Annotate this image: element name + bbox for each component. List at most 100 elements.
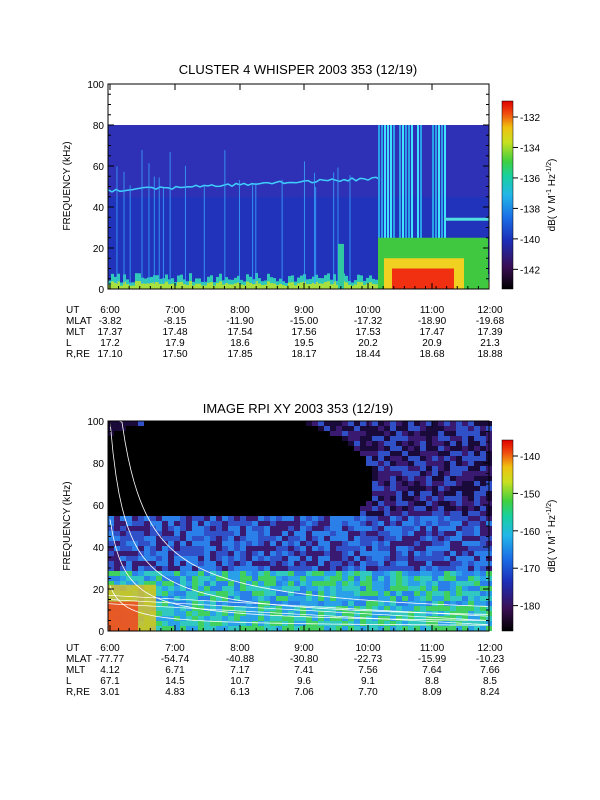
pixel xyxy=(126,471,132,476)
pixel xyxy=(174,446,180,451)
pixel xyxy=(402,516,408,521)
pixel xyxy=(216,461,222,466)
pixel xyxy=(384,456,390,461)
pixel xyxy=(372,511,378,516)
pixel xyxy=(246,576,252,581)
pixel xyxy=(132,436,138,441)
pixel xyxy=(414,541,420,546)
pixel xyxy=(108,486,114,491)
pixel xyxy=(246,591,252,596)
pixel xyxy=(396,441,402,446)
pixel xyxy=(150,521,156,526)
ephemeris-value: 10:00 xyxy=(355,643,380,654)
ephemeris-value: 8.8 xyxy=(425,676,439,687)
pixel xyxy=(138,431,144,436)
pixel xyxy=(342,556,348,561)
pixel xyxy=(474,606,480,611)
pixel xyxy=(462,536,468,541)
pixel xyxy=(330,621,336,626)
pixel xyxy=(348,621,354,626)
pixel xyxy=(420,586,426,591)
pixel xyxy=(222,506,228,511)
pixel xyxy=(240,526,246,531)
pixel xyxy=(306,521,312,526)
pixel xyxy=(270,576,276,581)
pixel xyxy=(462,486,468,491)
pixel xyxy=(402,546,408,551)
pixel xyxy=(174,566,180,571)
pixel xyxy=(210,546,216,551)
pixel xyxy=(228,626,234,631)
pixel xyxy=(174,486,180,491)
pixel xyxy=(390,461,396,466)
broadband-column xyxy=(405,125,407,289)
pixel xyxy=(474,546,480,551)
pixel xyxy=(108,531,114,536)
pixel xyxy=(258,451,264,456)
pixel xyxy=(288,476,294,481)
pixel xyxy=(444,471,450,476)
pixel xyxy=(294,491,300,496)
pixel xyxy=(198,426,204,431)
pixel xyxy=(348,446,354,451)
pixel xyxy=(228,491,234,496)
ephemeris-value: 7.56 xyxy=(358,665,378,676)
pixel xyxy=(360,571,366,576)
pixel xyxy=(252,556,258,561)
pixel xyxy=(240,621,246,626)
pixel xyxy=(132,491,138,496)
pixel xyxy=(252,511,258,516)
pixel xyxy=(474,591,480,596)
pixel xyxy=(222,596,228,601)
pixel xyxy=(462,451,468,456)
pixel xyxy=(216,566,222,571)
pixel xyxy=(264,616,270,621)
pixel xyxy=(114,576,120,581)
pixel xyxy=(108,476,114,481)
pixel xyxy=(378,571,384,576)
pixel xyxy=(270,491,276,496)
pixel xyxy=(336,436,342,441)
pixel xyxy=(222,591,228,596)
colorbar-tick-label: -140 xyxy=(520,235,540,246)
pixel xyxy=(378,421,384,426)
pixel xyxy=(414,476,420,481)
pixel xyxy=(144,426,150,431)
pixel xyxy=(192,511,198,516)
pixel xyxy=(348,556,354,561)
pixel xyxy=(174,506,180,511)
pixel xyxy=(174,496,180,501)
pixel xyxy=(384,476,390,481)
pixel xyxy=(228,466,234,471)
pixel xyxy=(114,536,120,541)
pixel xyxy=(336,596,342,601)
pixel xyxy=(174,426,180,431)
pixel xyxy=(282,606,288,611)
pixel xyxy=(288,481,294,486)
pixel xyxy=(264,506,270,511)
pixel xyxy=(288,551,294,556)
pixel xyxy=(474,576,480,581)
pixel xyxy=(432,466,438,471)
pixel xyxy=(186,541,192,546)
pixel xyxy=(144,471,150,476)
pixel xyxy=(432,591,438,596)
pixel xyxy=(378,596,384,601)
pixel xyxy=(384,581,390,586)
pixel xyxy=(384,511,390,516)
pixel xyxy=(198,621,204,626)
pixel xyxy=(210,581,216,586)
pixel xyxy=(156,481,162,486)
ephemeris-value: 14.5 xyxy=(165,676,185,687)
pixel xyxy=(384,516,390,521)
low-band-core xyxy=(219,281,222,289)
pixel xyxy=(282,496,288,501)
colorbar-tick-label: -150 xyxy=(520,489,540,500)
pixel xyxy=(414,596,420,601)
pixel xyxy=(336,566,342,571)
pixel xyxy=(204,516,210,521)
pixel xyxy=(342,601,348,606)
pixel xyxy=(318,571,324,576)
pixel xyxy=(156,471,162,476)
pixel xyxy=(360,431,366,436)
